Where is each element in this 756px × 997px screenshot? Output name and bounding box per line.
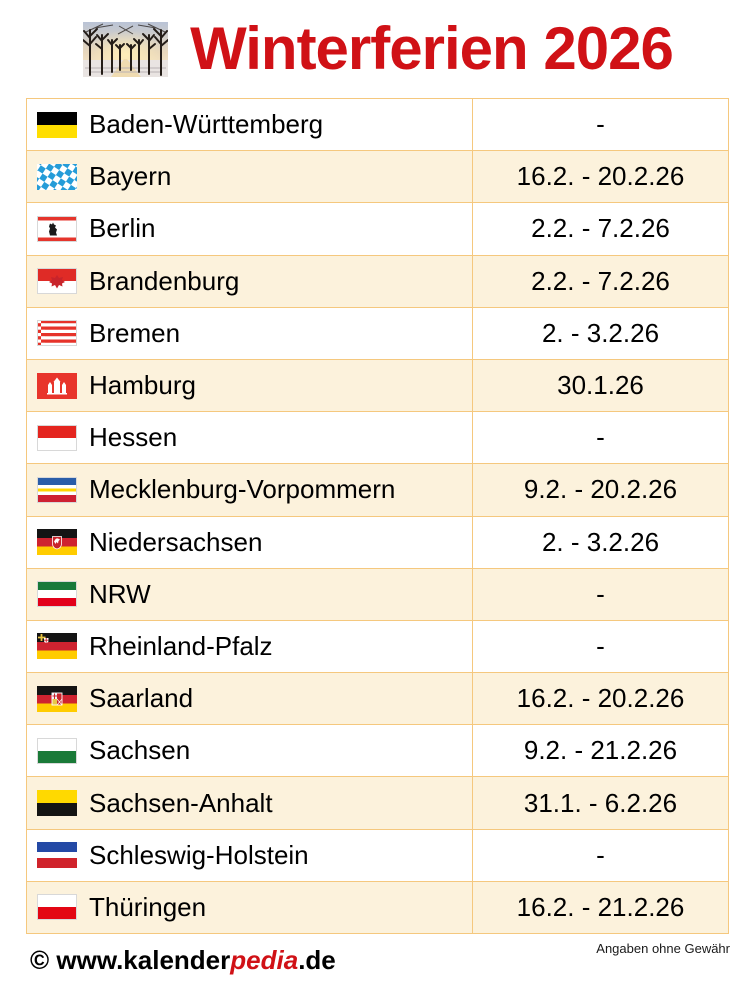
flag-bremen-icon xyxy=(37,320,77,347)
credit-suffix: .de xyxy=(298,945,336,975)
flag-hamburg-icon xyxy=(37,372,77,399)
table-row: Saarland 16.2. - 20.2.26 xyxy=(26,672,729,726)
flag-berlin-icon xyxy=(37,215,77,242)
table-row: Rheinland-Pfalz - xyxy=(26,619,729,674)
holiday-dates: 16.2. - 20.2.26 xyxy=(472,672,729,726)
holiday-table: Baden-Württemberg - Bayern 16.2. - 20.2.… xyxy=(26,97,729,935)
holiday-dates: 2. - 3.2.26 xyxy=(472,515,729,569)
winter-photo xyxy=(83,21,169,77)
state-name: Niedersachsen xyxy=(89,526,263,557)
page-title: Winterferien 2026 xyxy=(190,15,674,82)
holiday-dates: 16.2. - 21.2.26 xyxy=(472,880,729,935)
flag-bayern-icon xyxy=(37,163,77,190)
credit-prefix: © www.kalender xyxy=(30,945,231,975)
holiday-dates: 2. - 3.2.26 xyxy=(472,306,729,360)
flag-hessen-icon xyxy=(37,424,77,451)
table-row: Berlin 2.2. - 7.2.26 xyxy=(26,202,729,256)
holiday-dates: 16.2. - 20.2.26 xyxy=(472,150,729,204)
holiday-dates: - xyxy=(472,97,729,152)
state-name: Rheinland-Pfalz xyxy=(89,630,273,661)
state-name: Sachsen xyxy=(89,735,191,766)
website-credit: © www.kalenderpedia.de xyxy=(30,945,336,976)
flag-saarland-icon xyxy=(37,685,77,712)
holiday-dates: - xyxy=(472,619,729,674)
table-row: NRW - xyxy=(26,567,729,621)
state-name: Bayern xyxy=(89,161,172,192)
flag-baden-wuerttemberg-icon xyxy=(37,111,77,138)
state-name: Schleswig-Holstein xyxy=(89,839,309,870)
holiday-dates: - xyxy=(472,411,729,465)
holiday-table-body: Baden-Württemberg - Bayern 16.2. - 20.2.… xyxy=(26,97,729,935)
holiday-dates: 31.1. - 6.2.26 xyxy=(472,776,729,830)
state-name: Berlin xyxy=(89,213,156,244)
table-row: Bremen 2. - 3.2.26 xyxy=(26,306,729,360)
flag-brandenburg-icon xyxy=(37,268,77,295)
holiday-dates: 2.2. - 7.2.26 xyxy=(472,254,729,308)
disclaimer: Angaben ohne Gewähr xyxy=(596,941,730,956)
table-row: Hessen - xyxy=(26,411,729,465)
table-row: Bayern 16.2. - 20.2.26 xyxy=(26,150,729,204)
state-name: Sachsen-Anhalt xyxy=(89,787,273,818)
holiday-dates: 2.2. - 7.2.26 xyxy=(472,202,729,256)
state-name: Hamburg xyxy=(89,370,196,401)
holiday-dates: 9.2. - 21.2.26 xyxy=(472,724,729,778)
table-row: Baden-Württemberg - xyxy=(26,97,729,152)
state-name: Mecklenburg-Vorpommern xyxy=(89,474,396,505)
header: Winterferien 2026 xyxy=(0,0,756,98)
table-row: Schleswig-Holstein - xyxy=(26,828,729,882)
state-name: Saarland xyxy=(89,683,194,714)
holiday-dates: 9.2. - 20.2.26 xyxy=(472,463,729,517)
table-row: Niedersachsen 2. - 3.2.26 xyxy=(26,515,729,569)
table-row: Hamburg 30.1.26 xyxy=(26,358,729,413)
flag-mecklenburg-vorpommern-icon xyxy=(37,476,77,503)
state-name: Thüringen xyxy=(89,891,207,922)
state-name: Hessen xyxy=(89,422,178,453)
flag-thueringen-icon xyxy=(37,894,77,921)
flag-sachsen-icon xyxy=(37,737,77,764)
state-name: NRW xyxy=(89,578,151,609)
holiday-dates: 30.1.26 xyxy=(472,358,729,413)
holiday-dates: - xyxy=(472,567,729,621)
flag-sachsen-anhalt-icon xyxy=(37,790,77,817)
flag-nrw-icon xyxy=(37,581,77,608)
table-row: Thüringen 16.2. - 21.2.26 xyxy=(26,880,729,935)
flag-schleswig-holstein-icon xyxy=(37,842,77,869)
holiday-dates: - xyxy=(472,828,729,882)
state-name: Baden-Württemberg xyxy=(89,109,324,140)
table-row: Sachsen-Anhalt 31.1. - 6.2.26 xyxy=(26,776,729,830)
state-name: Brandenburg xyxy=(89,265,240,296)
table-row: Brandenburg 2.2. - 7.2.26 xyxy=(26,254,729,308)
flag-rheinland-pfalz-icon xyxy=(37,633,77,660)
table-row: Mecklenburg-Vorpommern 9.2. - 20.2.26 xyxy=(26,463,729,517)
flag-niedersachsen-icon xyxy=(37,529,77,556)
state-name: Bremen xyxy=(89,317,181,348)
credit-highlight: pedia xyxy=(230,945,299,975)
table-row: Sachsen 9.2. - 21.2.26 xyxy=(26,724,729,778)
